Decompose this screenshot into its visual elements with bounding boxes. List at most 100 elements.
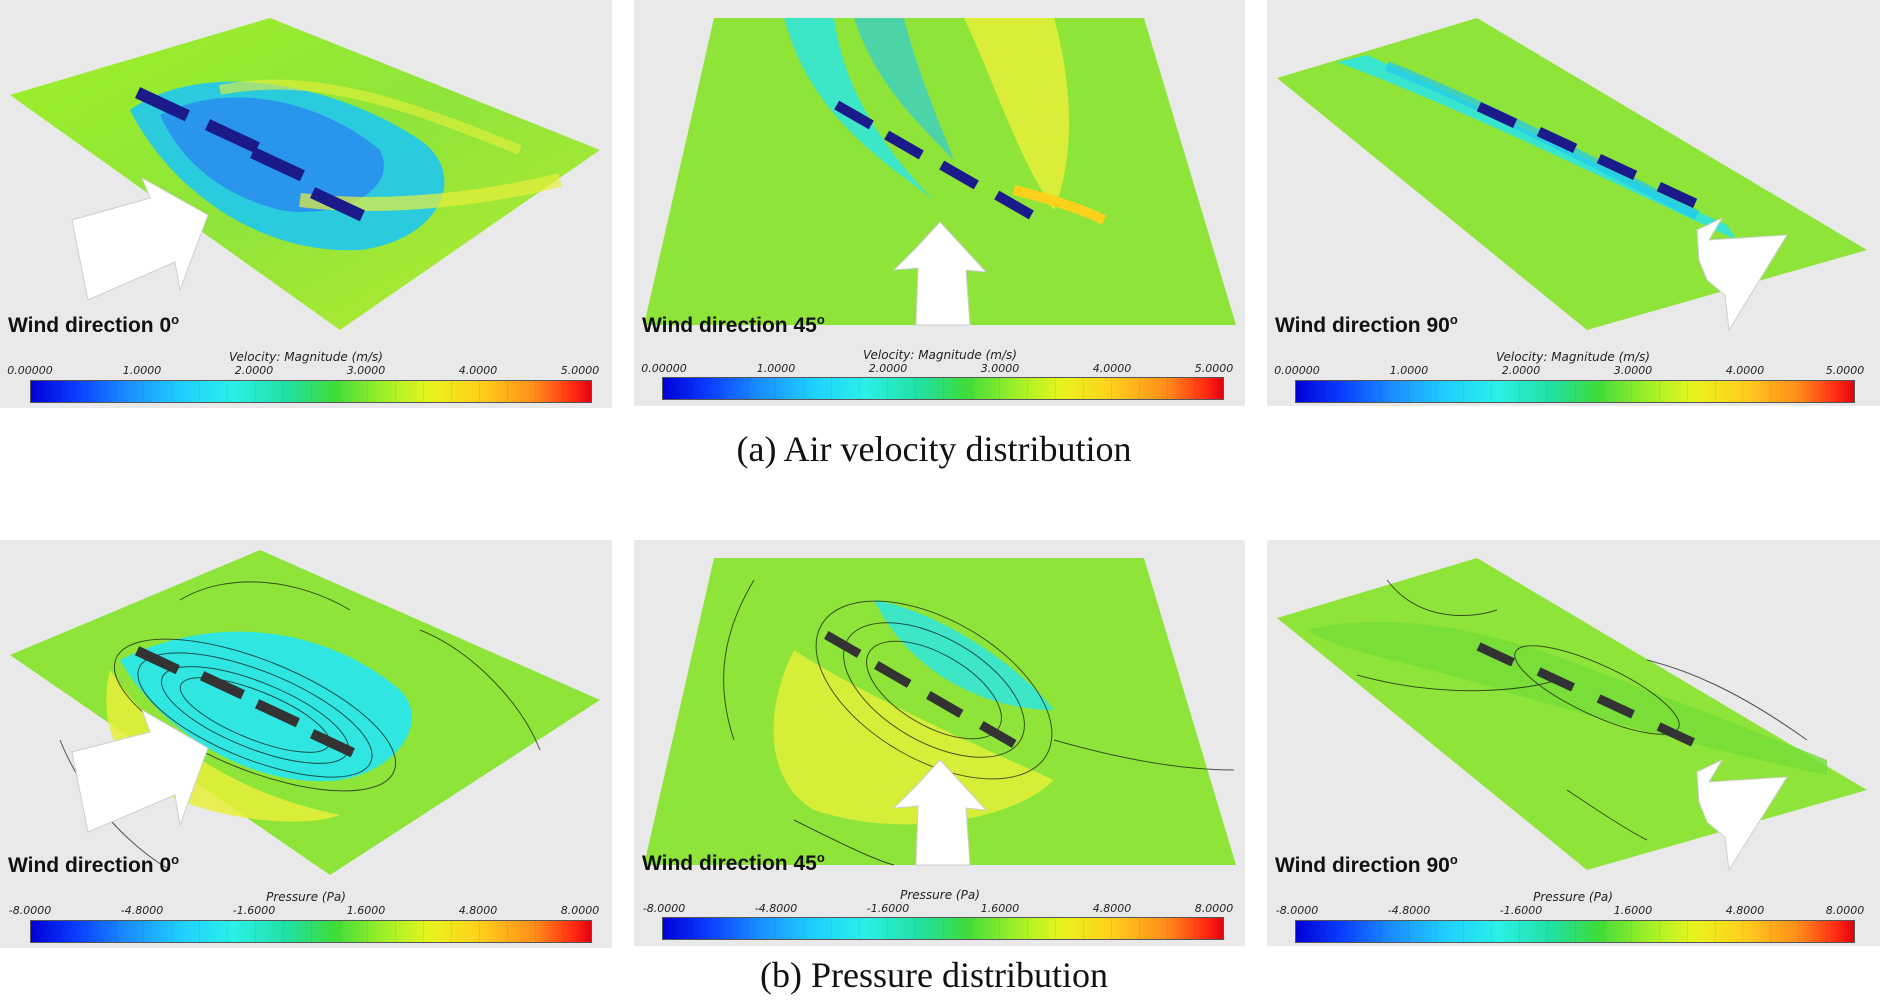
tick-label: 8.0000: [1825, 904, 1865, 917]
colorbar-band-divider: [255, 381, 256, 402]
colorbar-band-divider: [339, 921, 340, 942]
colorbar-band-divider: [691, 918, 692, 939]
colorbar-band-divider: [1826, 921, 1828, 942]
colorbar-band-divider: [1798, 381, 1800, 402]
colorbar-band-divider: [747, 918, 748, 939]
colorbar-band-divider: [1630, 921, 1632, 942]
pressure-panel-45-label: Wind direction 45o: [642, 850, 825, 875]
colorbar-band-divider: [1139, 918, 1140, 939]
tick-label: 2.0000: [868, 362, 908, 375]
colorbar-band-divider: [115, 921, 116, 942]
colorbar-band-divider: [1027, 918, 1028, 939]
velocity-contour-0: [10, 18, 600, 330]
pressure-panel-0-label: Wind direction 0o: [8, 852, 180, 877]
velocity-panel-0-colorbar-title: Velocity: Magnitude (m/s): [229, 350, 383, 364]
colorbar-band-divider: [803, 378, 804, 399]
colorbar-band-divider: [915, 918, 916, 939]
colorbar-band-divider: [1167, 378, 1168, 399]
pressure-panel-0-colorbar: [30, 920, 592, 943]
colorbar-band-divider: [971, 918, 972, 939]
velocity-contour-45: [644, 18, 1236, 326]
colorbar-band-divider: [199, 921, 200, 942]
tick-label: 5.0000: [1825, 364, 1865, 377]
colorbar-band-divider: [1742, 381, 1744, 402]
colorbar-band-divider: [1742, 921, 1744, 942]
colorbar-band-divider: [311, 921, 312, 942]
tick-label: 4.0000: [458, 364, 498, 377]
colorbar-band-divider: [171, 921, 172, 942]
tick-label: 4.0000: [1725, 364, 1765, 377]
colorbar-band-divider: [1547, 381, 1549, 402]
colorbar-band-divider: [1083, 378, 1084, 399]
velocity-panel-90-colorbar: [1295, 380, 1855, 403]
colorbar-band-divider: [859, 918, 860, 939]
colorbar-band-divider: [143, 921, 144, 942]
colorbar-band-divider: [479, 921, 480, 942]
tick-label: 1.6000: [1613, 904, 1653, 917]
colorbar-band-divider: [915, 378, 916, 399]
pressure-panel-45-colorbar: [662, 917, 1224, 940]
pressure-panel-90-label: Wind direction 90o: [1275, 852, 1458, 877]
tick-label: 2.0000: [1501, 364, 1541, 377]
colorbar-band-divider: [1575, 381, 1576, 402]
colorbar-band-divider: [283, 381, 284, 402]
colorbar-band-divider: [1463, 921, 1465, 942]
tick-label: 1.0000: [122, 364, 162, 377]
colorbar-band-divider: [1658, 921, 1660, 942]
tick-label: 4.8000: [1725, 904, 1765, 917]
colorbar-band-divider: [1714, 381, 1716, 402]
colorbar-band-divider: [171, 381, 172, 402]
colorbar-band-divider: [59, 921, 60, 942]
colorbar-band-divider: [423, 381, 424, 402]
colorbar-band-divider: [1826, 381, 1828, 402]
colorbar-band-divider: [451, 921, 452, 942]
colorbar-band-divider: [1491, 381, 1493, 402]
colorbar-band-divider: [255, 921, 256, 942]
pressure-panel-0-colorbar-title: Pressure (Pa): [266, 890, 346, 904]
colorbar-band-divider: [691, 378, 692, 399]
tick-label: -4.8000: [1387, 904, 1431, 917]
colorbar-band-divider: [831, 378, 832, 399]
colorbar-band-divider: [143, 381, 144, 402]
colorbar-band-divider: [199, 381, 200, 402]
colorbar-band-divider: [999, 378, 1000, 399]
tick-label: 3.0000: [980, 362, 1020, 375]
colorbar-band-divider: [507, 381, 508, 402]
colorbar-band-divider: [535, 381, 536, 402]
colorbar-band-divider: [1658, 381, 1660, 402]
tick-label: 4.8000: [1092, 902, 1132, 915]
colorbar-band-divider: [1519, 381, 1521, 402]
colorbar-band-divider: [1491, 921, 1493, 942]
colorbar-band-divider: [1323, 381, 1325, 402]
colorbar-band-divider: [451, 381, 452, 402]
colorbar-band-divider: [1351, 921, 1353, 942]
colorbar-band-divider: [563, 921, 564, 942]
tick-label: -1.6000: [232, 904, 276, 917]
colorbar-band-divider: [535, 921, 536, 942]
caption-pressure: (b) Pressure distribution: [760, 955, 1108, 995]
velocity-panel-45-label: Wind direction 45o: [642, 312, 825, 337]
colorbar-band-divider: [803, 918, 804, 939]
colorbar-band-divider: [1323, 921, 1325, 942]
colorbar-band-divider: [1379, 381, 1381, 402]
colorbar-band-divider: [1407, 921, 1409, 942]
colorbar-band-divider: [1575, 921, 1576, 942]
colorbar-band-divider: [367, 381, 368, 402]
colorbar-band-divider: [1379, 921, 1381, 942]
colorbar-band-divider: [1111, 918, 1112, 939]
colorbar-band-divider: [999, 918, 1000, 939]
pressure-panel-90: Wind direction 90o Pressure (Pa) -8.0000…: [1267, 540, 1880, 946]
tick-label: 1.0000: [1389, 364, 1429, 377]
velocity-panel-90-label: Wind direction 90o: [1275, 312, 1458, 337]
tick-label: -4.8000: [120, 904, 164, 917]
colorbar-band-divider: [507, 921, 508, 942]
colorbar-band-divider: [719, 378, 720, 399]
pressure-panel-90-colorbar: [1295, 920, 1855, 943]
colorbar-band-divider: [59, 381, 60, 402]
colorbar-band-divider: [227, 381, 228, 402]
tick-label: -1.6000: [1499, 904, 1543, 917]
colorbar-band-divider: [859, 378, 860, 399]
colorbar-band-divider: [1195, 378, 1196, 399]
colorbar-band-divider: [311, 381, 312, 402]
colorbar-band-divider: [1195, 918, 1196, 939]
